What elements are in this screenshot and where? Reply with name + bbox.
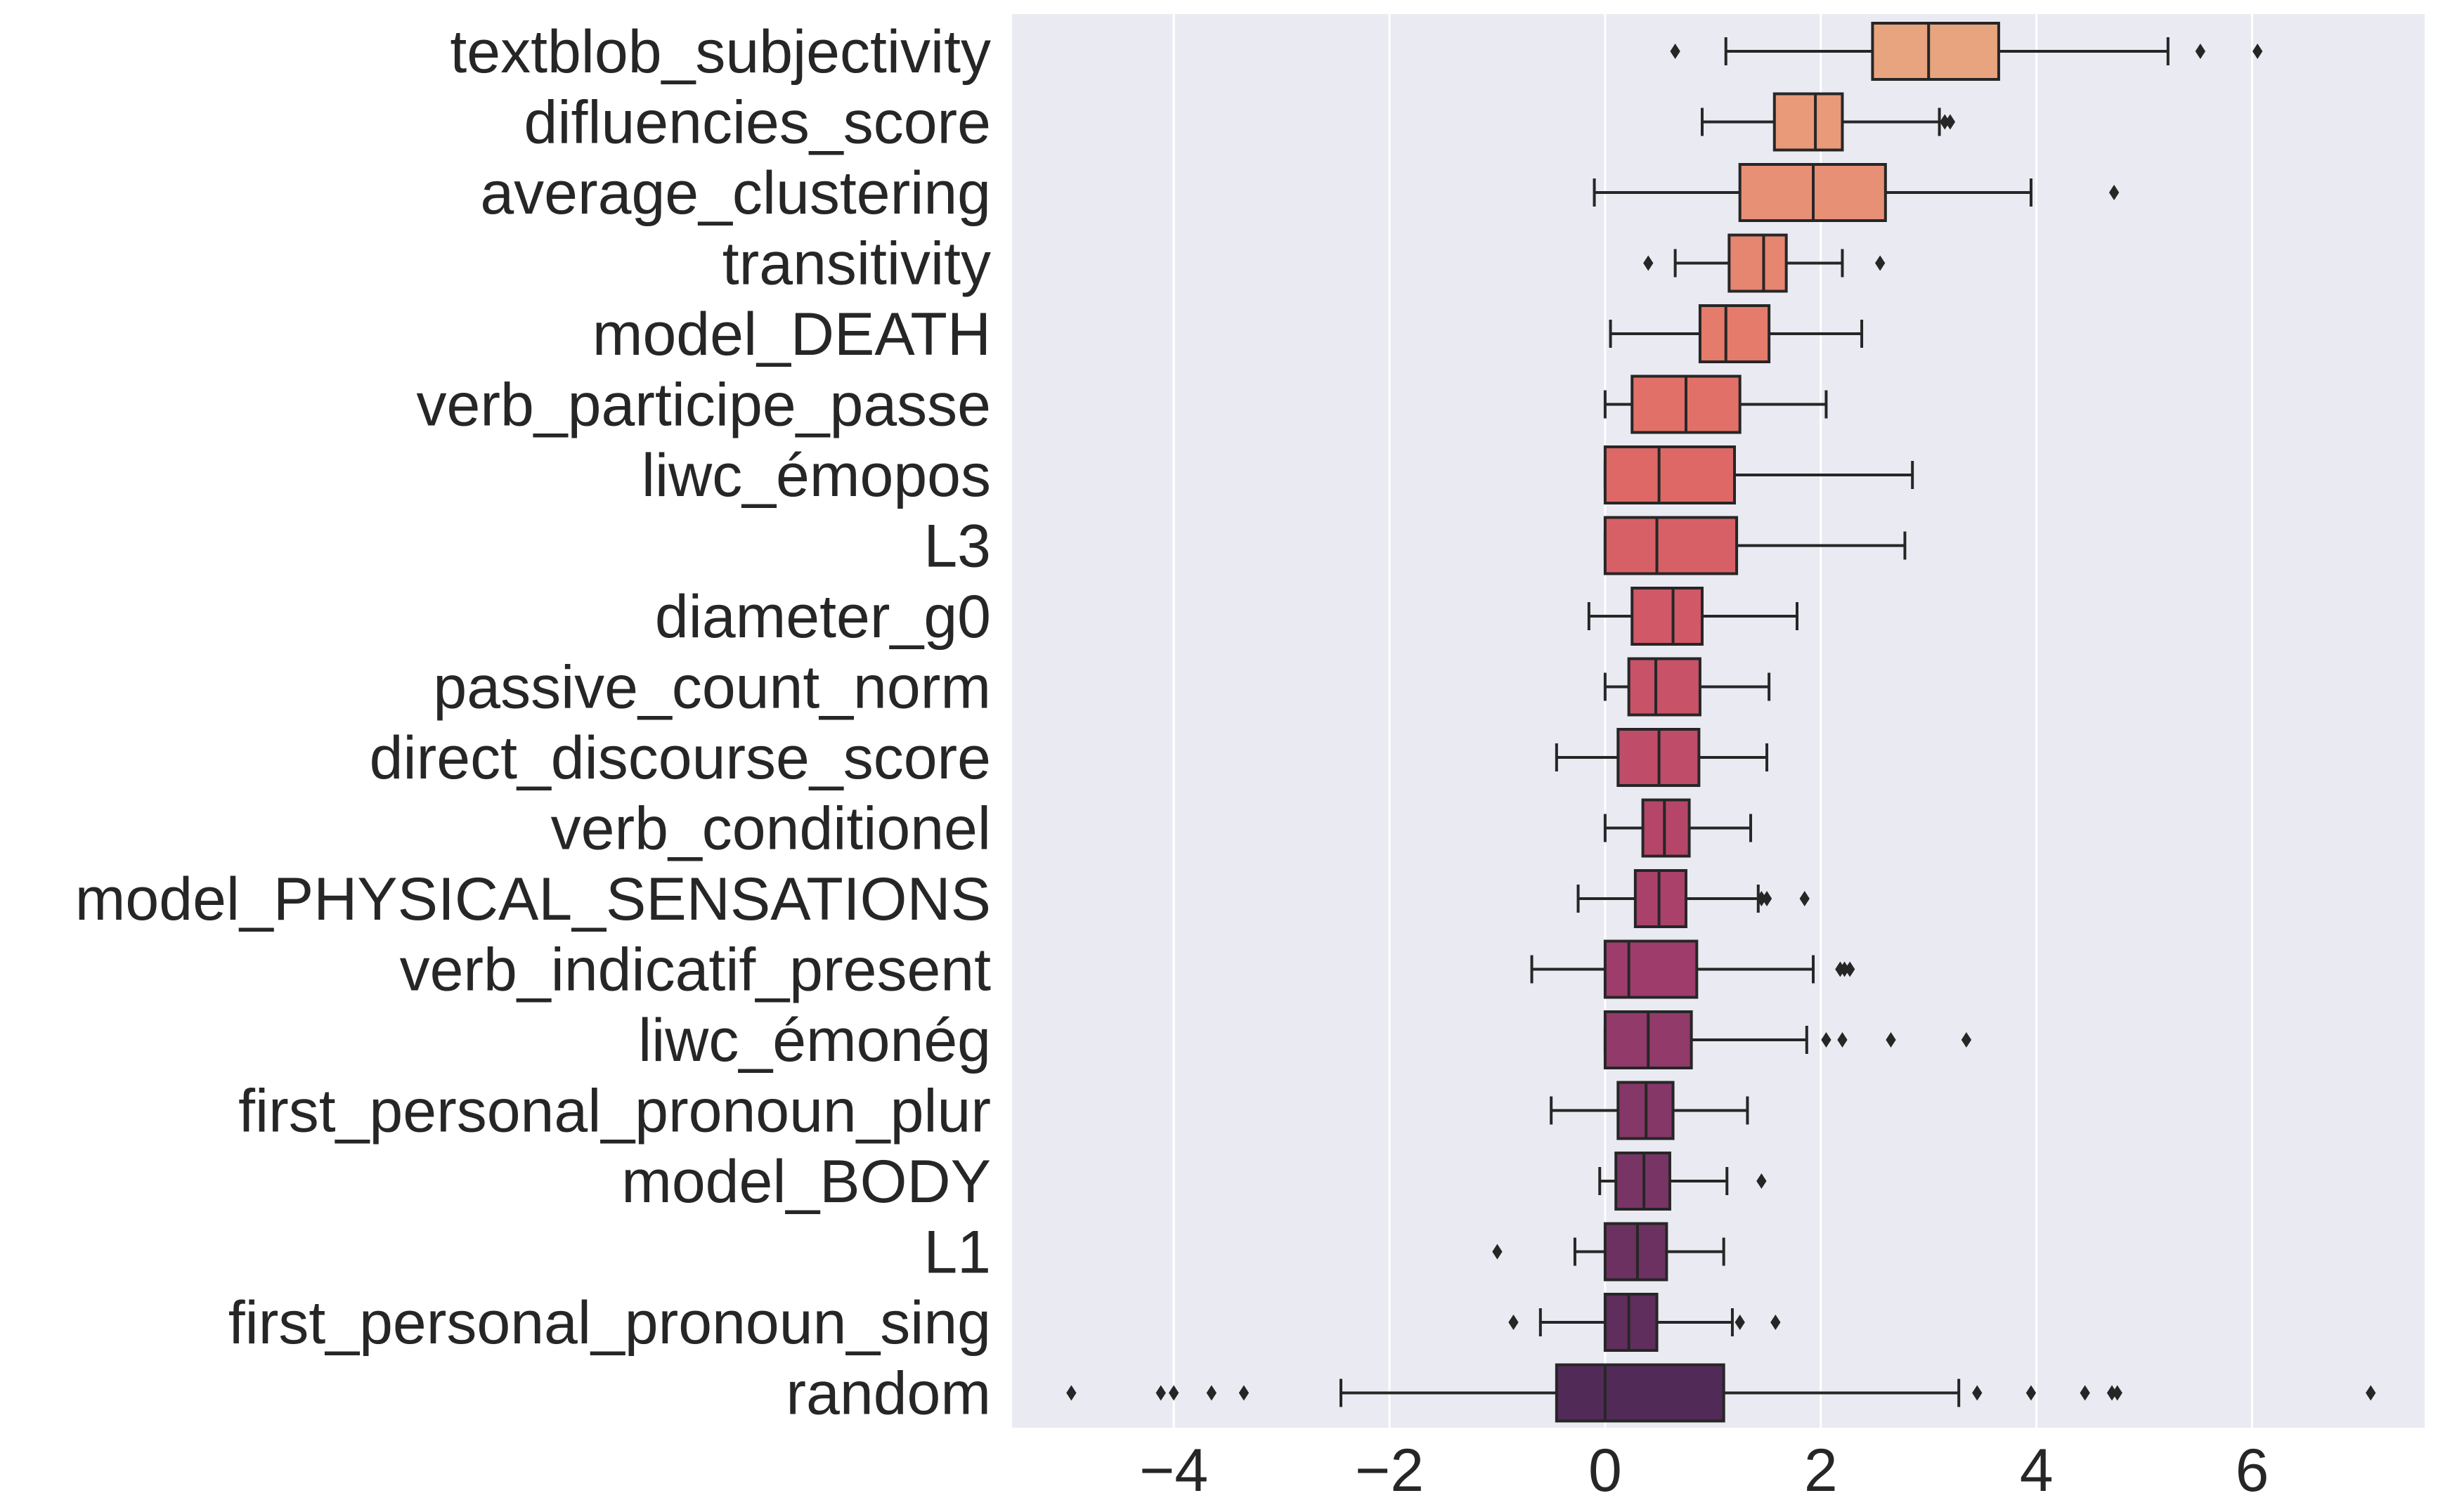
grid-lines — [1172, 14, 2254, 1428]
outlier-point — [1770, 1315, 1781, 1330]
outlier-point — [1643, 255, 1654, 271]
outlier-point — [1845, 961, 1855, 977]
box-group — [1609, 304, 1864, 363]
outlier-point — [1875, 255, 1886, 271]
box-group — [1530, 939, 1855, 999]
box-group — [1603, 445, 1914, 504]
box-group — [1603, 374, 1828, 434]
y-tick-label: verb_conditionel — [551, 795, 991, 863]
outlier-point — [1508, 1315, 1519, 1330]
outlier-point — [1066, 1385, 1077, 1401]
outlier-point — [2025, 1385, 2037, 1401]
outlier-point — [2106, 1385, 2118, 1401]
y-tick-label: model_BODY — [621, 1148, 991, 1216]
box-iqr — [1603, 445, 1737, 504]
x-tick-label: −4 — [1139, 1437, 1208, 1504]
x-tick-label: 2 — [1804, 1437, 1838, 1504]
outlier-point — [1670, 44, 1680, 59]
y-tick-label: verb_participe_passe — [416, 372, 991, 439]
y-tick-label: first_personal_pronoun_plur — [238, 1078, 991, 1145]
y-tick-label: model_DEATH — [592, 301, 991, 368]
outlier-point — [1799, 891, 1810, 906]
y-tick-label: liwc_émonég — [638, 1007, 991, 1074]
x-tick-label: 6 — [2236, 1437, 2269, 1504]
box-iqr — [1603, 1222, 1668, 1282]
x-axis-tick-labels: −4 −2 0 2 4 6 — [1139, 1437, 2269, 1504]
box-group — [1603, 657, 1771, 717]
box-iqr — [1603, 939, 1699, 999]
outlier-point — [1169, 1385, 1179, 1401]
box-group — [1550, 1081, 1749, 1140]
box-group — [1576, 869, 1810, 928]
box-group — [1593, 163, 2120, 222]
box-group — [1508, 1293, 1781, 1352]
box-group — [1603, 798, 1753, 858]
outlier-point — [1756, 1173, 1767, 1189]
outlier-point — [1155, 1385, 1166, 1401]
outlier-point — [2366, 1385, 2376, 1401]
y-tick-label: model_PHYSICAL_SENSATIONS — [75, 866, 991, 933]
outlier-point — [1837, 1032, 1848, 1048]
box-iqr — [1871, 22, 2000, 81]
outlier-point — [2080, 1385, 2090, 1401]
y-tick-label: L3 — [923, 513, 991, 580]
outlier-point — [1821, 1032, 1831, 1048]
outlier-point — [1886, 1032, 1896, 1048]
plot-area — [1012, 14, 2425, 1428]
box-iqr — [1772, 92, 1844, 152]
outlier-point — [1961, 1032, 1972, 1048]
y-tick-label: direct_discourse_score — [370, 724, 991, 792]
outlier-point — [1206, 1385, 1217, 1401]
box-group — [1700, 92, 1956, 152]
y-tick-label: passive_count_norm — [433, 654, 991, 722]
y-tick-label: liwc_émopos — [642, 442, 991, 509]
x-tick-label: −2 — [1355, 1437, 1424, 1504]
outlier-point — [2195, 44, 2206, 59]
outlier-point — [1238, 1385, 1250, 1401]
y-axis-labels: textblob_subjectivitydifluencies_scoreav… — [75, 18, 991, 1428]
outlier-point — [1492, 1244, 1503, 1260]
boxes — [1066, 22, 2376, 1423]
box-iqr — [1555, 1363, 1725, 1423]
y-tick-label: first_personal_pronoun_sing — [228, 1289, 991, 1357]
outlier-point — [2252, 44, 2263, 59]
outlier-point — [1761, 891, 1772, 906]
box-iqr — [1603, 516, 1739, 575]
box-group — [1066, 1363, 2376, 1423]
x-tick-label: 4 — [2020, 1437, 2054, 1504]
y-tick-label: random — [786, 1360, 991, 1428]
outlier-point — [2112, 1385, 2122, 1401]
outlier-point — [1972, 1385, 1983, 1401]
box-iqr — [1630, 587, 1704, 646]
box-group — [1603, 516, 1907, 575]
y-tick-label: textblob_subjectivity — [450, 18, 991, 86]
box-iqr — [1633, 869, 1687, 928]
box-group — [1603, 1010, 1972, 1069]
box-group — [1587, 587, 1799, 646]
y-tick-label: difluencies_score — [524, 89, 991, 157]
box-iqr — [1627, 657, 1701, 717]
outlier-point — [2108, 185, 2120, 200]
outlier-point — [1945, 114, 1956, 130]
outlier-point — [1839, 961, 1850, 977]
y-tick-label: verb_indicatif_present — [400, 937, 992, 1004]
box-iqr — [1641, 798, 1691, 858]
box-group — [1670, 22, 2263, 81]
x-tick-label: 0 — [1588, 1437, 1622, 1504]
box-group — [1492, 1222, 1725, 1282]
box-group — [1598, 1152, 1767, 1211]
y-tick-label: L1 — [923, 1219, 991, 1286]
outlier-point — [1940, 114, 1950, 130]
y-tick-label: diameter_g0 — [655, 583, 991, 651]
outlier-point — [1756, 891, 1767, 906]
box-iqr — [1698, 304, 1771, 363]
y-tick-label: average_clustering — [480, 159, 991, 227]
outlier-point — [1735, 1315, 1745, 1330]
box-group — [1643, 233, 1886, 293]
box-group — [1555, 728, 1769, 787]
box-iqr — [1727, 233, 1788, 293]
y-tick-label: transitivity — [722, 230, 991, 298]
box-iqr — [1603, 1293, 1659, 1352]
